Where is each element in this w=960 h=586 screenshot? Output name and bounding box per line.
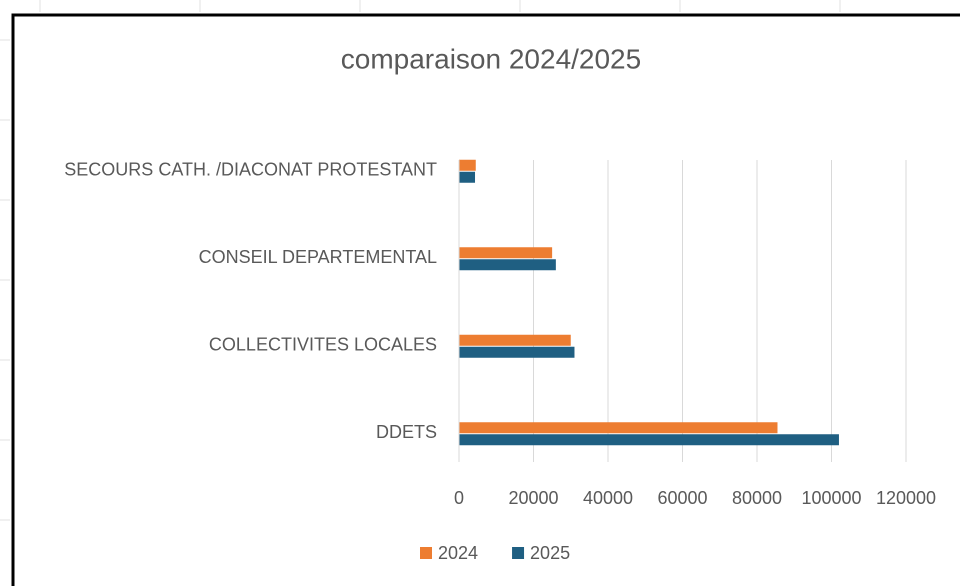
chart-border: [11, 13, 960, 586]
legend-swatch: [512, 547, 525, 559]
legend-swatch: [420, 547, 432, 559]
y-tick-label: COLLECTIVITES LOCALES: [209, 335, 437, 355]
y-tick-label: CONSEIL DEPARTEMENTAL: [199, 247, 437, 267]
sheet-grid: [0, 0, 841, 521]
legend-label: 2025: [530, 543, 570, 563]
bar: [459, 171, 476, 183]
x-tick-label: 20000: [508, 488, 558, 508]
y-tick-label: SECOURS CATH. /DIACONAT PROTESTANT: [64, 160, 437, 180]
bar: [459, 434, 839, 446]
y-tick-label: DDETS: [376, 422, 437, 442]
bar: [459, 159, 476, 171]
x-tick-label: 40000: [583, 488, 633, 508]
x-tick-label: 100000: [801, 488, 861, 508]
chart-title: comparaison 2024/2025: [341, 43, 641, 74]
x-tick-label: 0: [454, 488, 464, 508]
legend-label: 2024: [438, 543, 478, 563]
bar: [459, 346, 575, 358]
x-tick-label: 60000: [657, 488, 707, 508]
bar: [459, 247, 553, 259]
bar: [459, 334, 571, 346]
x-tick-label: 80000: [732, 488, 782, 508]
bar: [459, 422, 778, 434]
x-tick-label: 120000: [876, 488, 936, 508]
bar: [459, 259, 556, 271]
